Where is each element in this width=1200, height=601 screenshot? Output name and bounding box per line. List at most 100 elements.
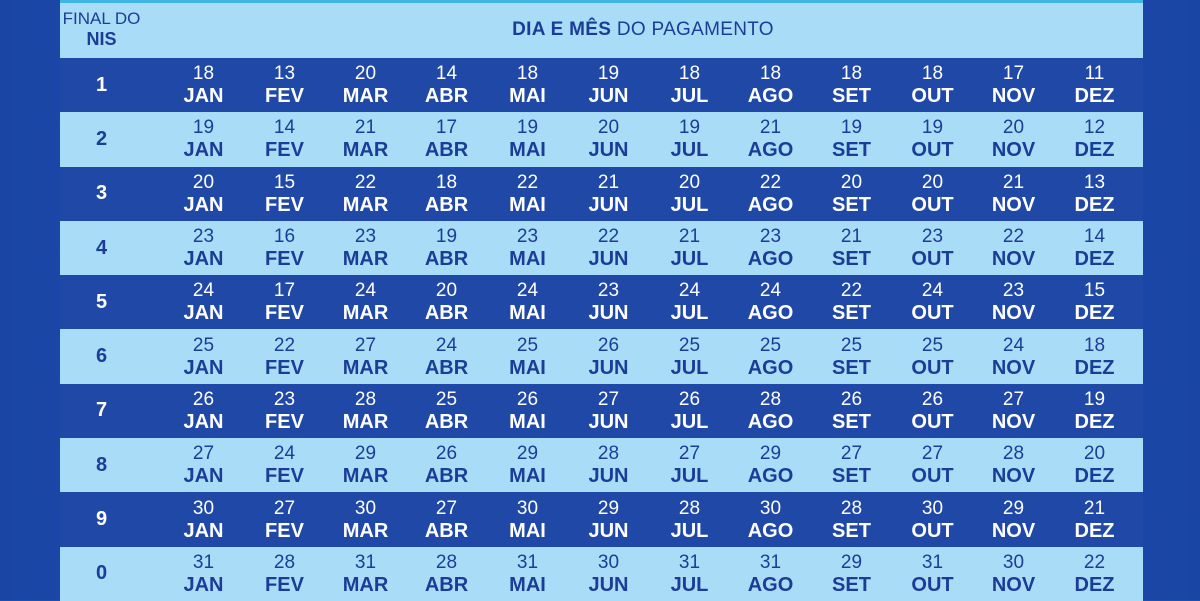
payment-date-cell: 28 JUN <box>568 438 649 492</box>
payment-month: AGO <box>747 465 794 488</box>
payment-date-cell: 18 JAN <box>163 58 244 112</box>
payment-day: 25 <box>678 334 701 356</box>
table-row: 2 19 JAN 14 FEV 21 MAR 17 ABR 19 MAI 20 JUN 19 JUL 21 AG… <box>60 112 1143 167</box>
payment-month: JAN <box>183 193 224 216</box>
payment-date-cell: 22 NOV <box>973 221 1054 275</box>
payment-month: MAR <box>342 356 389 379</box>
payment-date-cell: 26 MAI <box>487 384 568 438</box>
payment-date-cell: 23 JUN <box>568 275 649 329</box>
payment-month: NOV <box>991 573 1036 596</box>
payment-day: 25 <box>840 334 863 356</box>
payment-month: ABR <box>424 410 469 433</box>
payment-date-cell: 27 FEV <box>244 492 325 546</box>
table-title-rest: DO PAGAMENTO <box>611 19 774 40</box>
payment-date-cell: 21 SET <box>811 221 892 275</box>
payment-date-cell: 19 JUL <box>649 112 730 166</box>
payment-month: SET <box>832 302 871 325</box>
payment-month: ABR <box>424 573 469 596</box>
payment-day: 19 <box>435 226 458 248</box>
payment-day: 30 <box>516 497 539 519</box>
payment-date-cell: 19 ABR <box>406 221 487 275</box>
payment-dates: 24 JAN 17 FEV 24 MAR 20 ABR 24 MAI 23 JUN 24 JUL 24 AGO… <box>143 275 1143 329</box>
payment-month: MAI <box>509 573 546 596</box>
payment-day: 28 <box>1002 443 1025 465</box>
payment-dates: 31 JAN 28 FEV 31 MAR 28 ABR 31 MAI 30 JUN 31 JUL 31 AGO… <box>143 547 1143 601</box>
payment-month: JUN <box>588 573 629 596</box>
payment-date-cell: 29 AGO <box>730 438 811 492</box>
nis-final-digit: 6 <box>95 345 108 368</box>
payment-date-cell: 17 FEV <box>244 275 325 329</box>
payment-date-cell: 19 SET <box>811 112 892 166</box>
payment-day: 13 <box>273 63 296 85</box>
table-row: 4 23 JAN 16 FEV 23 MAR 19 ABR 23 MAI 22 JUN 21 JUL 23 AG… <box>60 220 1143 276</box>
payment-date-cell: 24 JUL <box>649 275 730 329</box>
payment-date-cell: 18 DEZ <box>1054 329 1135 383</box>
payment-date-cell: 14 ABR <box>406 58 487 112</box>
payment-date-cell: 23 NOV <box>973 275 1054 329</box>
payment-day: 25 <box>192 334 215 356</box>
payment-month: FEV <box>265 573 304 596</box>
payment-day: 19 <box>840 117 863 139</box>
payment-day: 27 <box>597 388 620 410</box>
payment-day: 28 <box>354 388 377 410</box>
payment-day: 20 <box>921 171 944 193</box>
payment-date-cell: 27 MAR <box>325 329 406 383</box>
payment-day: 20 <box>354 63 377 85</box>
payment-date-cell: 27 ABR <box>406 492 487 546</box>
payment-date-cell: 30 AGO <box>730 492 811 546</box>
payment-date-cell: 14 FEV <box>244 112 325 166</box>
payment-dates: 26 JAN 23 FEV 28 MAR 25 ABR 26 MAI 27 JUN 26 JUL 28 AGO… <box>143 384 1143 438</box>
payment-day: 23 <box>759 226 782 248</box>
payment-day: 18 <box>840 63 863 85</box>
payment-month: JAN <box>183 465 224 488</box>
payment-day: 14 <box>1083 226 1106 248</box>
payment-date-cell: 22 AGO <box>730 167 811 221</box>
payment-date-cell: 11 DEZ <box>1054 58 1135 112</box>
payment-day: 23 <box>354 226 377 248</box>
payment-month: FEV <box>265 410 304 433</box>
payment-day: 14 <box>435 63 458 85</box>
payment-date-cell: 21 JUN <box>568 167 649 221</box>
payment-day: 19 <box>1083 388 1106 410</box>
payment-date-cell: 22 FEV <box>244 329 325 383</box>
payment-date-cell: 15 DEZ <box>1054 275 1135 329</box>
payment-date-cell: 25 OUT <box>892 329 973 383</box>
payment-month: NOV <box>991 85 1036 108</box>
payment-date-cell: 18 ABR <box>406 167 487 221</box>
nis-final-digit: 4 <box>95 236 108 259</box>
payment-day: 24 <box>354 280 377 302</box>
payment-day: 28 <box>678 497 701 519</box>
payment-dates: 19 JAN 14 FEV 21 MAR 17 ABR 19 MAI 20 JUN 19 JUL 21 AGO… <box>143 112 1143 166</box>
payment-day: 21 <box>354 117 377 139</box>
table-title-bold: DIA E MÊS <box>512 19 612 40</box>
payment-month: NOV <box>991 193 1036 216</box>
payment-day: 21 <box>840 226 863 248</box>
payment-day: 30 <box>759 497 782 519</box>
payment-date-cell: 29 SET <box>811 547 892 601</box>
payment-month: FEV <box>265 85 304 108</box>
payment-month: NOV <box>991 519 1036 542</box>
payment-date-cell: 31 MAR <box>325 547 406 601</box>
payment-date-cell: 27 NOV <box>973 384 1054 438</box>
payment-date-cell: 27 JUN <box>568 384 649 438</box>
payment-month: AGO <box>747 139 794 162</box>
payment-date-cell: 15 FEV <box>244 167 325 221</box>
payment-day: 18 <box>516 63 539 85</box>
payment-month: FEV <box>265 356 304 379</box>
payment-month: MAR <box>342 519 389 542</box>
payment-date-cell: 20 MAR <box>325 58 406 112</box>
payment-day: 24 <box>678 280 701 302</box>
payment-date-cell: 20 NOV <box>973 112 1054 166</box>
payment-date-cell: 13 FEV <box>244 58 325 112</box>
payment-date-cell: 22 DEZ <box>1054 547 1135 601</box>
payment-month: OUT <box>911 465 954 488</box>
payment-date-cell: 20 JAN <box>163 167 244 221</box>
payment-day: 21 <box>597 171 620 193</box>
payment-month: DEZ <box>1074 573 1115 596</box>
payment-day: 22 <box>840 280 863 302</box>
payment-day: 23 <box>921 226 944 248</box>
payment-date-cell: 23 JAN <box>163 221 244 275</box>
payment-date-cell: 24 AGO <box>730 275 811 329</box>
payment-month: MAR <box>342 139 389 162</box>
payment-date-cell: 31 OUT <box>892 547 973 601</box>
